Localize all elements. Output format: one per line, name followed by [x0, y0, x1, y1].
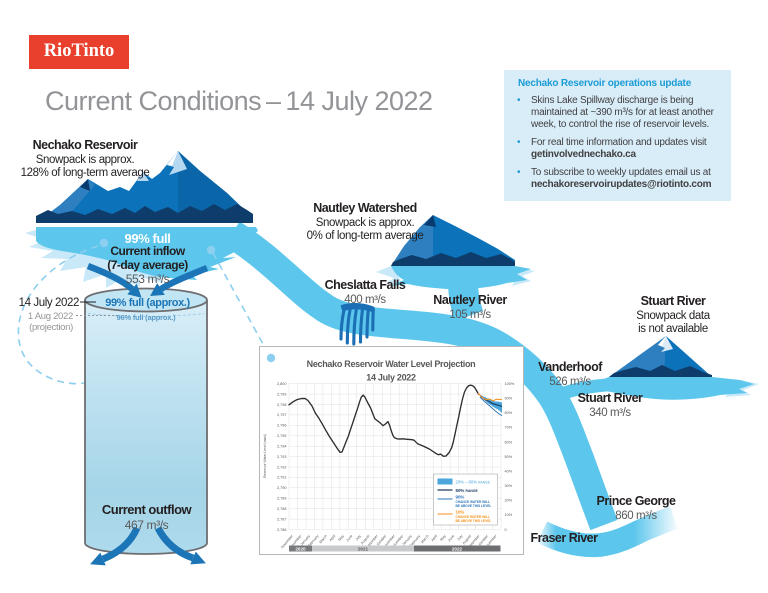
- svg-text:May: May: [439, 534, 447, 542]
- svg-text:70%: 70%: [505, 426, 513, 430]
- svg-text:Nechako Reservoir Water Level: Nechako Reservoir Water Level Projection: [307, 359, 476, 369]
- svg-text:CHANCE WATER WILL: CHANCE WATER WILL: [456, 515, 491, 519]
- svg-text:20% – 80% RANGE: 20% – 80% RANGE: [456, 480, 491, 485]
- svg-text:90%: 90%: [505, 397, 513, 401]
- svg-text:10%: 10%: [456, 510, 465, 515]
- svg-text:October: October: [376, 533, 388, 546]
- svg-text:July: July: [456, 534, 463, 542]
- svg-text:March: March: [420, 534, 429, 544]
- svg-text:2,790: 2,790: [277, 486, 287, 490]
- svg-text:BE ABOVE THIS LEVEL: BE ABOVE THIS LEVEL: [456, 504, 492, 508]
- svg-text:10%: 10%: [505, 513, 513, 517]
- svg-text:14 July 2022: 14 July 2022: [366, 373, 416, 383]
- svg-text:April: April: [329, 534, 337, 542]
- svg-text:2,792: 2,792: [277, 465, 287, 469]
- svg-text:June: June: [345, 534, 353, 543]
- svg-text:June: June: [447, 534, 455, 543]
- svg-text:January: January: [300, 534, 311, 547]
- svg-text:CHANCE WATER WILL: CHANCE WATER WILL: [456, 500, 491, 504]
- svg-text:2,797: 2,797: [277, 413, 287, 417]
- svg-text:BE ABOVE THIS LEVEL: BE ABOVE THIS LEVEL: [456, 519, 492, 523]
- svg-text:March: March: [318, 534, 327, 544]
- svg-text:90%: 90%: [456, 495, 465, 500]
- svg-text:2022: 2022: [452, 546, 463, 551]
- svg-text:40%: 40%: [505, 470, 513, 474]
- svg-text:2,788: 2,788: [277, 507, 287, 511]
- svg-text:2,796: 2,796: [277, 424, 287, 428]
- svg-text:2,789: 2,789: [277, 497, 287, 501]
- svg-text:80%: 80%: [505, 411, 513, 415]
- svg-text:August: August: [360, 534, 370, 545]
- svg-text:2,791: 2,791: [277, 476, 287, 480]
- svg-text:May: May: [337, 534, 345, 542]
- svg-text:0: 0: [505, 528, 507, 532]
- svg-text:2,798: 2,798: [277, 403, 287, 407]
- svg-text:2,795: 2,795: [277, 434, 287, 438]
- svg-text:2,799: 2,799: [277, 392, 287, 396]
- svg-text:Reservoir Water Level (masl): Reservoir Water Level (masl): [263, 434, 267, 478]
- svg-text:August: August: [462, 534, 472, 545]
- svg-text:2,787: 2,787: [277, 517, 287, 521]
- svg-text:100%: 100%: [505, 382, 515, 386]
- svg-text:2,793: 2,793: [277, 455, 287, 459]
- svg-text:April: April: [430, 534, 438, 542]
- svg-text:60%: 60%: [505, 440, 513, 444]
- svg-text:July: July: [355, 534, 362, 542]
- svg-text:2,786: 2,786: [277, 528, 287, 532]
- svg-text:2,794: 2,794: [277, 445, 287, 449]
- svg-text:October: October: [478, 533, 490, 546]
- svg-text:2020: 2020: [295, 546, 306, 551]
- svg-text:50%: 50%: [505, 455, 513, 459]
- svg-text:30%: 30%: [505, 484, 513, 488]
- svg-text:January: January: [401, 534, 412, 547]
- svg-text:2021: 2021: [358, 546, 369, 551]
- svg-text:2,800: 2,800: [277, 382, 287, 386]
- svg-text:50% RANGE: 50% RANGE: [456, 488, 479, 493]
- svg-text:20%: 20%: [505, 499, 513, 503]
